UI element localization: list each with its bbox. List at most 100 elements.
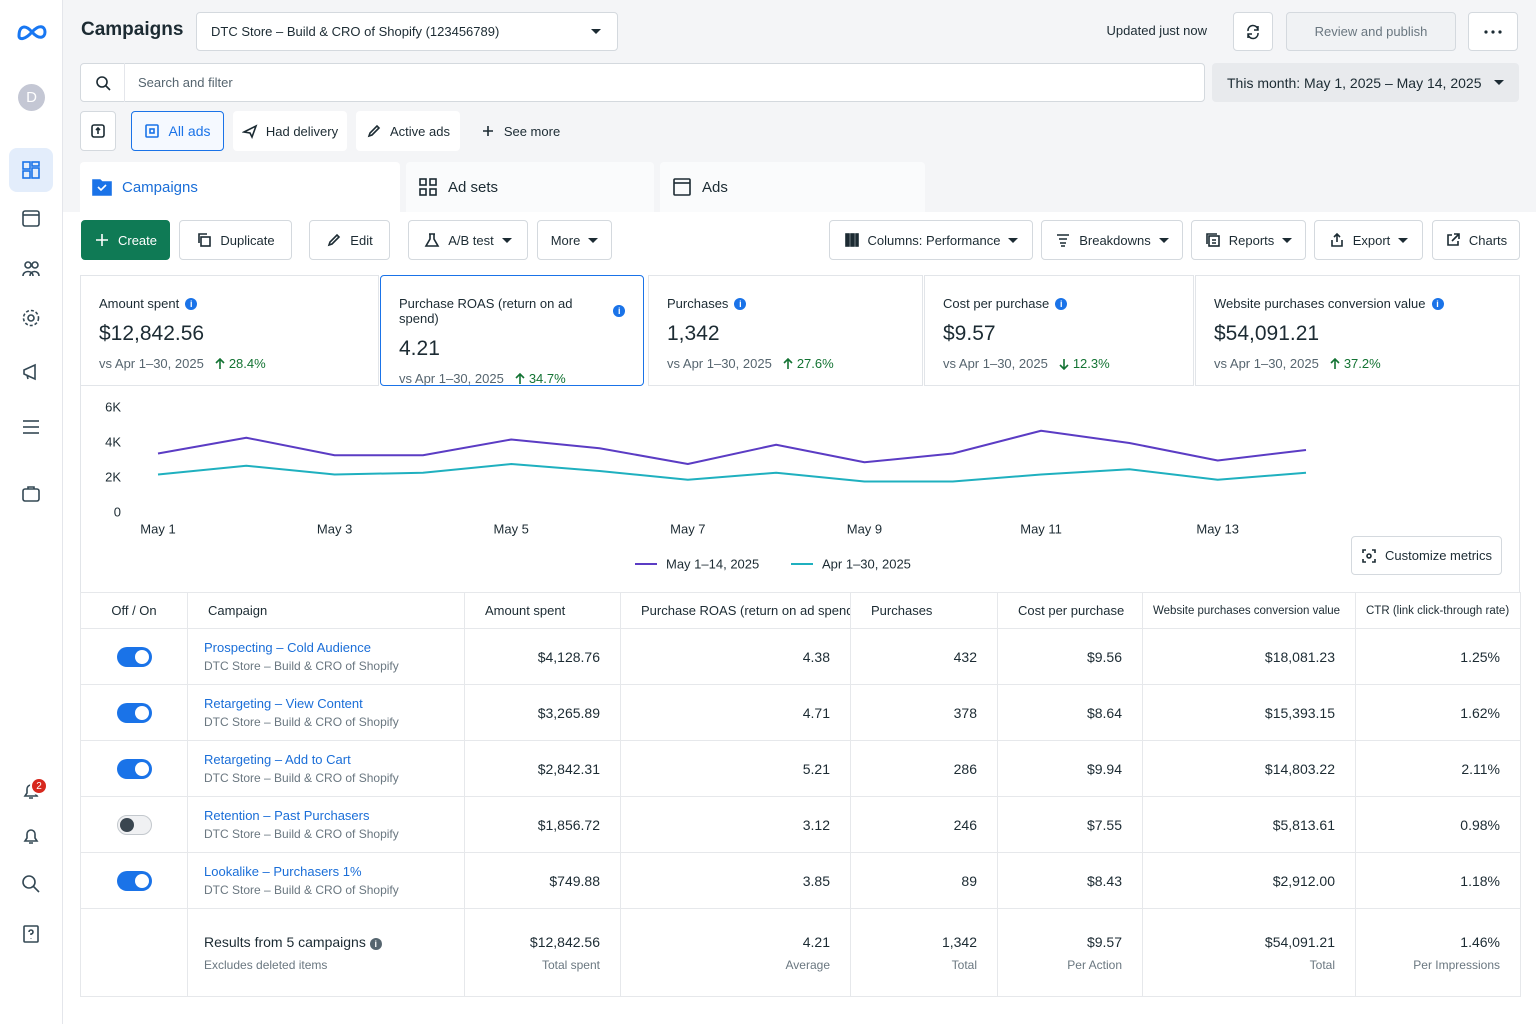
create-button[interactable]: Create	[81, 220, 170, 260]
search-placeholder: Search and filter	[138, 75, 233, 90]
metric-card[interactable]: Purchases i 1,342 vs Apr 1–30, 2025 27.6%	[648, 275, 923, 386]
column-header[interactable]: Purchases	[850, 592, 998, 629]
reports-button[interactable]: Reports	[1191, 220, 1306, 260]
info-icon[interactable]: i	[613, 305, 625, 317]
edit-button[interactable]: Edit	[309, 220, 390, 260]
ad-icon	[673, 178, 691, 196]
columns-button[interactable]: Columns: Performance	[829, 220, 1033, 260]
filter-all-ads[interactable]: All ads	[131, 111, 224, 151]
avatar[interactable]: D	[18, 84, 45, 111]
metric-card[interactable]: Cost per purchase i $9.57 vs Apr 1–30, 20…	[924, 275, 1194, 386]
nav-settings[interactable]	[21, 308, 41, 328]
metric-value: $9.57	[943, 322, 996, 345]
campaign-name[interactable]: Prospecting – Cold Audience	[204, 640, 371, 655]
button-label: Breakdowns	[1079, 232, 1151, 248]
button-label: Customize metrics	[1385, 548, 1492, 563]
open-icon	[1447, 233, 1460, 246]
nav-menu[interactable]	[21, 417, 41, 437]
summary-cell: $12,842.56 Total spent	[464, 908, 621, 997]
metric-cell: 1.62%	[1355, 684, 1521, 741]
column-header[interactable]: Off / On	[80, 592, 188, 629]
date-range-picker[interactable]: This month: May 1, 2025 – May 14, 2025	[1212, 63, 1519, 102]
metric-label-row: Purchase ROAS (return on ad spend) i	[399, 296, 625, 326]
metric-card[interactable]: Website purchases conversion value i $54,…	[1195, 275, 1520, 386]
ab-test-button[interactable]: A/B test	[408, 220, 528, 260]
grid-icon	[419, 178, 437, 196]
column-header[interactable]: Website purchases conversion value	[1142, 592, 1356, 629]
metric-card[interactable]: Amount spent i $12,842.56 vs Apr 1–30, 20…	[80, 275, 379, 386]
nav-notifications[interactable]	[21, 826, 41, 846]
campaign-name[interactable]: Lookalike – Purchasers 1%	[204, 864, 362, 879]
summary-row: Results from 5 campaigns i Excludes delet…	[80, 908, 1521, 997]
campaign-toggle[interactable]	[116, 870, 152, 891]
search-bar[interactable]: Search and filter	[80, 63, 1205, 102]
y-tick-label: 0	[114, 504, 121, 519]
metric-cell: $1,856.72	[464, 796, 621, 853]
filter-toggle[interactable]	[80, 111, 116, 151]
info-icon[interactable]: i	[1055, 297, 1068, 310]
account-select[interactable]: DTC Store – Build & CRO of Shopify (1234…	[196, 12, 618, 51]
summary-value: $9.57	[1086, 933, 1122, 950]
info-icon[interactable]: i	[185, 297, 198, 310]
change-arrow	[783, 357, 793, 369]
nav-help[interactable]	[21, 924, 41, 944]
filter-had-delivery[interactable]: Had delivery	[233, 111, 347, 151]
x-tick-label: May 3	[317, 521, 352, 536]
metric-cell: 0.98%	[1355, 796, 1521, 853]
column-header[interactable]: Purchase ROAS (return on ad spend) ▾	[620, 592, 851, 629]
more-options-button[interactable]	[1468, 12, 1518, 51]
metric-cell: $749.88	[464, 852, 621, 909]
nav-dashboard[interactable]	[21, 160, 41, 180]
campaign-toggle[interactable]	[116, 702, 152, 723]
metric-card[interactable]: Purchase ROAS (return on ad spend) i 4.21…	[380, 275, 644, 386]
empty-cell	[80, 908, 188, 997]
nav-search[interactable]	[21, 874, 41, 894]
column-header[interactable]: Cost per purchase	[997, 592, 1143, 629]
nav-audiences[interactable]	[21, 258, 41, 278]
legend-label: Apr 1–30, 2025	[822, 556, 911, 571]
nav-campaigns[interactable]	[21, 362, 41, 382]
tab-ads[interactable]: Ads	[660, 162, 925, 212]
chart: 0 2K 4K 6K May 1 May 3 May 5 May 7 May 9 May 11 Ma…	[105, 399, 1307, 571]
account-name: DTC Store – Build & CRO of Shopify (1234…	[211, 24, 500, 39]
y-tick-label: 2K	[105, 469, 121, 484]
info-icon[interactable]: i	[369, 937, 382, 950]
info-icon[interactable]: i	[734, 297, 747, 310]
filter-active-ads[interactable]: Active ads	[356, 111, 460, 151]
nav-business[interactable]	[21, 484, 41, 504]
tab-campaigns[interactable]: Campaigns	[80, 162, 400, 212]
review-publish-button[interactable]: Review and publish	[1286, 12, 1456, 51]
copy-icon	[198, 233, 212, 247]
column-header[interactable]: Campaign	[187, 592, 465, 629]
metric-comparison-row: vs Apr 1–30, 2025 34.7%	[399, 371, 625, 386]
campaign-toggle[interactable]	[116, 646, 152, 667]
campaign-name[interactable]: Retargeting – Add to Cart	[204, 752, 351, 767]
column-header[interactable]: CTR (link click-through rate)	[1355, 592, 1521, 629]
charts-button[interactable]: Charts	[1432, 220, 1520, 260]
refresh-button[interactable]	[1233, 12, 1273, 51]
nav-calendar[interactable]	[21, 208, 41, 228]
more-button[interactable]: More	[537, 220, 612, 260]
column-header[interactable]: Amount spent	[464, 592, 621, 629]
campaign-name[interactable]: Retargeting – View Content	[204, 696, 363, 711]
campaign-toggle[interactable]	[116, 758, 152, 779]
info-icon[interactable]: i	[1431, 297, 1444, 310]
filter-see-more[interactable]: See more	[470, 111, 570, 151]
metric-cell: 2.11%	[1355, 740, 1521, 797]
campaign-toggle[interactable]	[116, 814, 152, 835]
column-title: Purchase ROAS (return on ad spend)	[641, 603, 851, 618]
metric-comparison: vs Apr 1–30, 2025	[399, 371, 504, 386]
metric-value: 4.21	[399, 337, 440, 360]
breakdowns-button[interactable]: Breakdowns	[1041, 220, 1183, 260]
duplicate-button[interactable]: Duplicate	[179, 220, 292, 260]
campaign-name[interactable]: Retention – Past Purchasers	[204, 808, 370, 823]
metric-label: Cost per purchase	[943, 296, 1050, 311]
tab-ad-sets[interactable]: Ad sets	[406, 162, 654, 212]
customize-metrics-button[interactable]: Customize metrics	[1351, 536, 1502, 575]
summary-value: $54,091.21	[1264, 933, 1335, 950]
caret	[1494, 80, 1504, 85]
export-button[interactable]: Export	[1314, 220, 1423, 260]
divider	[124, 63, 125, 102]
nav-active[interactable]	[9, 148, 53, 192]
